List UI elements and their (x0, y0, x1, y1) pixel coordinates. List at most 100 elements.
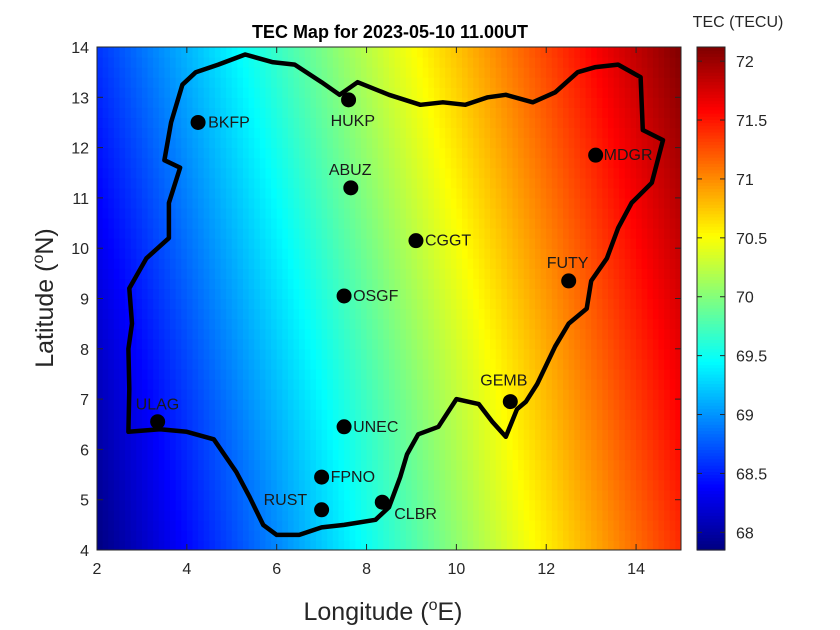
heatmap-cell (557, 368, 564, 380)
heatmap-cell (624, 429, 632, 440)
heatmap-cell (153, 87, 160, 98)
heatmap-cell (237, 97, 244, 108)
heatmap-cell (490, 167, 497, 179)
heatmap-cell (422, 429, 429, 440)
heatmap-cell (563, 328, 570, 340)
heatmap-cell (147, 439, 154, 450)
heatmap-cell (602, 529, 609, 541)
heatmap-cell (304, 439, 311, 450)
heatmap-cell (243, 539, 250, 550)
heatmap-cell (327, 238, 334, 249)
heatmap-cell (641, 228, 648, 239)
heatmap-cell (568, 509, 575, 521)
heatmap-cell (619, 368, 626, 380)
heatmap-cell (495, 97, 502, 108)
heatmap-cell (636, 318, 643, 330)
heatmap-cell (568, 439, 575, 450)
heatmap-cell (293, 137, 300, 149)
heatmap-cell (366, 97, 373, 108)
heatmap-cell (214, 489, 222, 501)
heatmap-cell (546, 469, 553, 481)
heatmap-cell (209, 107, 216, 119)
heatmap-cell (535, 298, 542, 310)
heatmap-cell (473, 127, 480, 139)
heatmap-cell (141, 368, 149, 380)
heatmap-cell (624, 348, 632, 360)
heatmap-cell (338, 177, 345, 189)
heatmap-cell (484, 218, 491, 229)
heatmap-cell (265, 469, 272, 481)
heatmap-cell (265, 268, 272, 279)
heatmap-cell (226, 97, 233, 108)
heatmap-cell (602, 288, 609, 300)
heatmap-cell (411, 248, 418, 259)
heatmap-cell (125, 268, 132, 279)
heatmap-cell (422, 278, 429, 290)
heatmap-cell (141, 187, 149, 199)
heatmap-cell (557, 117, 564, 129)
heatmap-cell (248, 87, 255, 98)
heatmap-cell (192, 389, 199, 400)
heatmap-cell (338, 318, 345, 330)
heatmap-cell (450, 258, 457, 269)
heatmap-cell (574, 57, 581, 68)
heatmap-cell (546, 529, 553, 541)
heatmap-cell (125, 318, 132, 330)
heatmap-cell (226, 177, 233, 189)
heatmap-cell (293, 207, 300, 219)
heatmap-cell (619, 167, 626, 179)
heatmap-cell (299, 509, 306, 521)
heatmap-cell (186, 449, 194, 461)
heatmap-cell (147, 177, 154, 189)
heatmap-cell (158, 479, 165, 491)
heatmap-cell (119, 67, 126, 78)
heatmap-cell (259, 127, 267, 139)
heatmap-cell (265, 539, 272, 550)
heatmap-cell (293, 439, 300, 450)
heatmap-cell (383, 539, 390, 550)
heatmap-cell (608, 439, 615, 450)
heatmap-cell (568, 499, 575, 511)
heatmap-cell (119, 298, 126, 310)
heatmap-cell (366, 197, 373, 209)
heatmap-cell (203, 429, 210, 440)
heatmap-cell (551, 429, 559, 440)
heatmap-cell (574, 439, 581, 450)
heatmap-cell (214, 248, 222, 259)
heatmap-cell (299, 539, 306, 550)
heatmap-cell (97, 399, 104, 410)
heatmap-cell (175, 57, 182, 68)
heatmap-cell (119, 137, 126, 149)
heatmap-cell (349, 469, 356, 481)
heatmap-cell (557, 268, 564, 279)
heatmap-cell (422, 117, 429, 129)
heatmap-cell (304, 47, 311, 58)
heatmap-cell (428, 47, 435, 58)
heatmap-cell (411, 419, 418, 430)
heatmap-cell (613, 47, 620, 58)
heatmap-cell (130, 479, 137, 491)
heatmap-cell (243, 288, 250, 300)
heatmap-cell (304, 197, 311, 209)
heatmap-cell (506, 228, 514, 239)
heatmap-cell (276, 207, 283, 219)
heatmap-cell (360, 419, 368, 430)
heatmap-cell (366, 449, 373, 461)
heatmap-cell (551, 167, 559, 179)
heatmap-cell (248, 197, 255, 209)
heatmap-cell (377, 167, 384, 179)
heatmap-cell (417, 218, 424, 229)
heatmap-cell (619, 288, 626, 300)
heatmap-cell (433, 409, 441, 420)
heatmap-cell (484, 328, 491, 340)
heatmap-cell (411, 318, 418, 330)
heatmap-cell (652, 399, 660, 410)
heatmap-cell (304, 147, 311, 159)
heatmap-cell (181, 389, 188, 400)
heatmap-cell (478, 409, 486, 420)
heatmap-cell (243, 298, 250, 310)
heatmap-cell (478, 529, 486, 541)
heatmap-cell (181, 328, 188, 340)
heatmap-cell (355, 409, 362, 420)
heatmap-cell (237, 197, 244, 209)
